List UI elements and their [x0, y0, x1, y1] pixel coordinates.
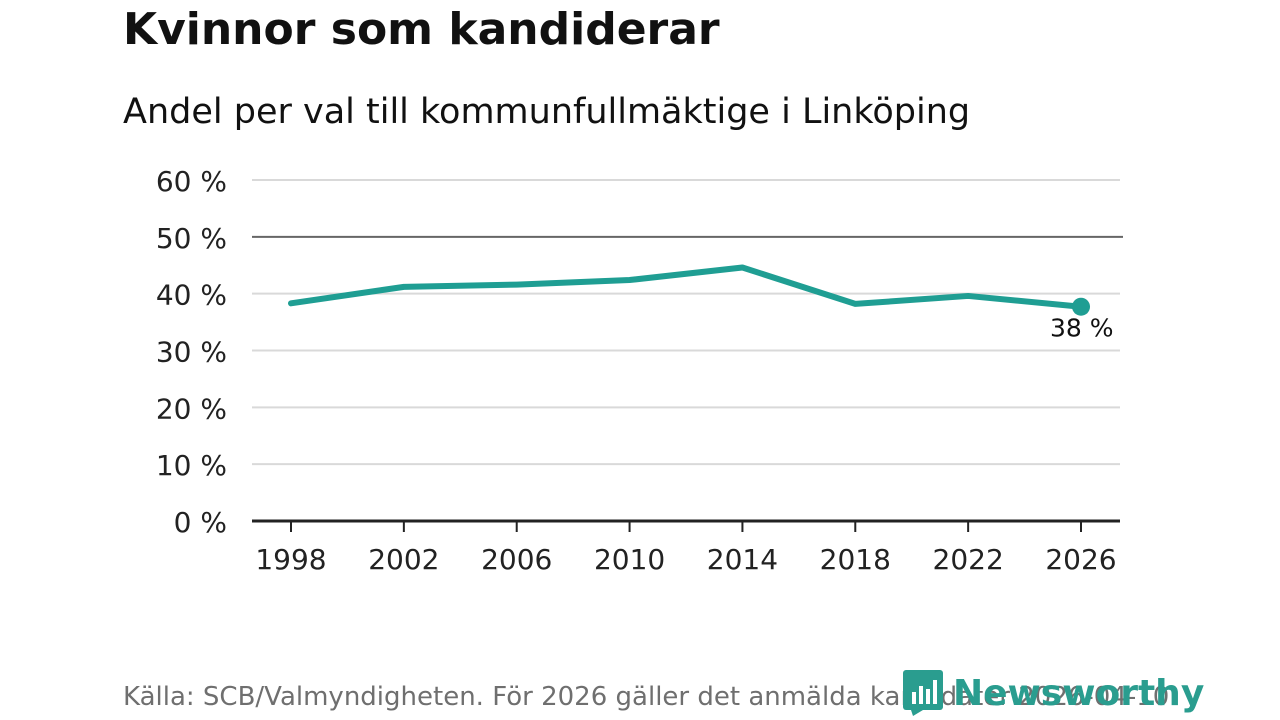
newsworthy-logo: Newsworthy — [903, 668, 1204, 718]
newsworthy-logo-text: Newsworthy — [953, 672, 1205, 714]
y-tick-label: 10 % — [156, 449, 227, 482]
x-tick-label: 2002 — [368, 543, 439, 576]
x-tick-label: 2018 — [820, 543, 891, 576]
last-data-point — [1072, 297, 1090, 316]
x-tick-label: 2026 — [1045, 543, 1116, 576]
y-tick-label: 20 % — [156, 392, 227, 425]
x-tick-label: 2010 — [594, 543, 665, 576]
x-tick-label: 1998 — [255, 543, 326, 576]
chart-subtitle: Andel per val till kommunfullmäktige i L… — [123, 92, 971, 132]
y-tick-label: 50 % — [156, 222, 227, 255]
y-tick-label: 0 % — [174, 506, 227, 539]
series-line — [288, 264, 1084, 310]
newsworthy-logo-icon — [903, 670, 943, 716]
source-note: Källa: SCB/Valmyndigheten. För 2026 gäll… — [123, 682, 1178, 712]
x-tick-label: 2006 — [481, 543, 552, 576]
chart-title: Kvinnor som kandiderar — [123, 4, 720, 55]
y-tick-label: 40 % — [156, 279, 227, 312]
y-tick-label: 60 % — [156, 165, 227, 198]
last-point-label: 38 % — [1050, 314, 1114, 343]
x-tick-label: 2014 — [707, 543, 778, 576]
y-tick-label: 30 % — [156, 336, 227, 369]
x-tick-label: 2022 — [933, 543, 1004, 576]
